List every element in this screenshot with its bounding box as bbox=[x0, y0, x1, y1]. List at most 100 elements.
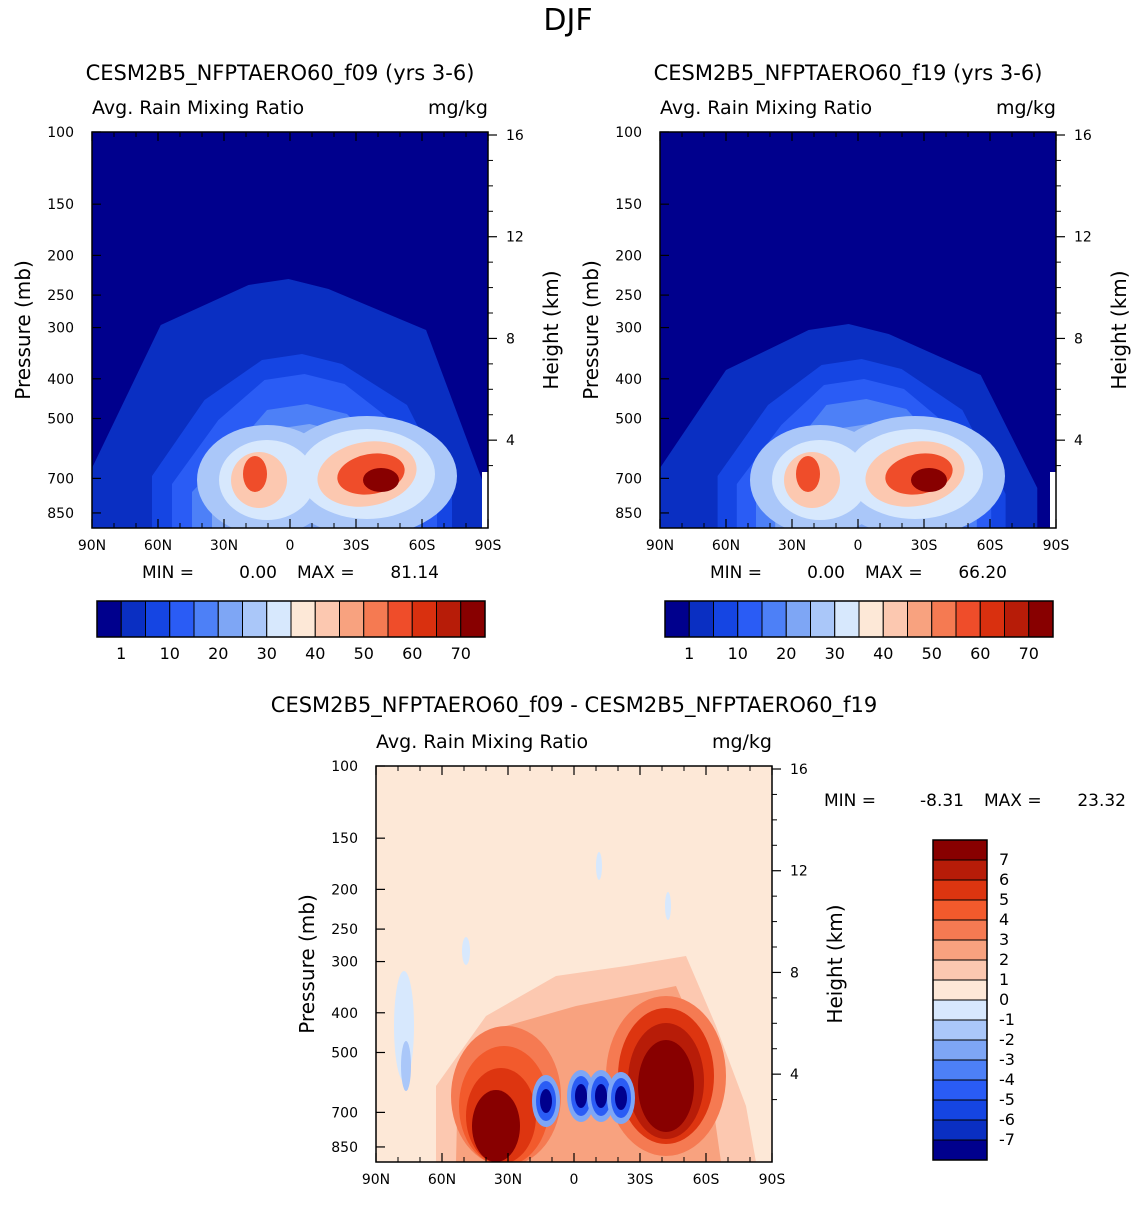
terrain-mask bbox=[1050, 472, 1056, 528]
units-label: mg/kg bbox=[428, 97, 488, 119]
x-tick-label: 30N bbox=[210, 538, 238, 554]
field-name: Avg. Rain Mixing Ratio bbox=[92, 97, 304, 119]
colorbar-box bbox=[932, 1119, 988, 1141]
colorbar-box bbox=[785, 600, 811, 638]
y-tick-label: 400 bbox=[331, 1006, 358, 1022]
y2-tick-label: 12 bbox=[1074, 230, 1092, 246]
x-tick-label: 90N bbox=[78, 538, 106, 554]
colorbar-box bbox=[460, 600, 486, 638]
colorbar-label: 40 bbox=[873, 644, 893, 663]
neg-patch-2 bbox=[596, 852, 602, 880]
colorbar-label: -5 bbox=[999, 1090, 1015, 1109]
y-tick-label: 250 bbox=[47, 288, 74, 304]
colorbar-label: -1 bbox=[999, 1010, 1015, 1029]
colorbar-box bbox=[932, 859, 988, 881]
max-value: 23.32 bbox=[1077, 791, 1126, 811]
colorbar-box bbox=[664, 600, 690, 638]
colorbar-box bbox=[932, 1059, 988, 1081]
colorbar-f09: 1 10 20 30 40 50 60 70 bbox=[96, 600, 486, 663]
colorbar-box bbox=[932, 1019, 988, 1041]
y-tick-label: 150 bbox=[331, 831, 358, 847]
colorbar-box bbox=[858, 600, 884, 638]
y2-axis-label: Height (km) bbox=[539, 270, 563, 389]
neg-cell-3-c bbox=[615, 1086, 627, 1110]
min-label: MIN = bbox=[824, 791, 876, 811]
panel-f19: 90N 60N 30N 0 30S 60S 90S 100 150 200 250 300 400 500… bbox=[579, 61, 1131, 583]
colorbar-label: 40 bbox=[305, 644, 325, 663]
colorbar-label: 50 bbox=[354, 644, 374, 663]
y2-tick-label: 4 bbox=[506, 433, 515, 449]
max-value: 81.14 bbox=[390, 563, 439, 583]
colorbar-label: 30 bbox=[825, 644, 845, 663]
y-tick-label: 400 bbox=[47, 372, 74, 388]
colorbar-label: -2 bbox=[999, 1030, 1015, 1049]
y2-axis-label: Height (km) bbox=[1107, 270, 1131, 389]
y-tick-label: 250 bbox=[331, 922, 358, 938]
y-tick-label: 400 bbox=[615, 372, 642, 388]
colorbar-box bbox=[979, 600, 1005, 638]
colorbar-box bbox=[932, 1139, 988, 1161]
colorbar-box bbox=[387, 600, 413, 638]
panel-title: CESM2B5_NFPTAERO60_f19 (yrs 3-6) bbox=[654, 61, 1043, 86]
north-max-band-12 bbox=[796, 456, 820, 492]
y2-tick-label: 4 bbox=[1074, 433, 1083, 449]
terrain-mask bbox=[482, 472, 488, 528]
colorbar-box bbox=[932, 1079, 988, 1101]
colorbar-box bbox=[411, 600, 437, 638]
colorbar-box bbox=[932, 899, 988, 921]
y-axis-label: Pressure (mb) bbox=[579, 260, 603, 400]
colorbar-label: -4 bbox=[999, 1070, 1015, 1089]
y-tick-label: 500 bbox=[331, 1045, 358, 1061]
x-tick-label: 60S bbox=[693, 1172, 720, 1188]
colorbar-box bbox=[290, 600, 316, 638]
y-tick-label: 200 bbox=[615, 248, 642, 264]
x-tick-label: 30N bbox=[778, 538, 806, 554]
y-tick-label: 850 bbox=[331, 1140, 358, 1156]
y-tick-label: 100 bbox=[615, 125, 642, 141]
colorbar-box bbox=[145, 600, 171, 638]
y-tick-label: 100 bbox=[47, 125, 74, 141]
y-tick-label: 300 bbox=[47, 321, 74, 337]
y2-tick-label: 16 bbox=[506, 128, 524, 144]
max-label: MAX = bbox=[865, 563, 923, 583]
field-layer bbox=[376, 766, 772, 1162]
min-value: 0.00 bbox=[239, 563, 277, 583]
y-tick-label: 300 bbox=[331, 955, 358, 971]
x-tick-label: 60N bbox=[712, 538, 740, 554]
colorbar-label: 3 bbox=[999, 930, 1009, 949]
min-label: MIN = bbox=[710, 563, 762, 583]
panel-title: CESM2B5_NFPTAERO60_f09 (yrs 3-6) bbox=[86, 61, 475, 86]
y2-tick-label: 16 bbox=[1074, 128, 1092, 144]
colorbar-box bbox=[169, 600, 195, 638]
colorbar-label: 4 bbox=[999, 910, 1009, 929]
field-name: Avg. Rain Mixing Ratio bbox=[660, 97, 872, 119]
pos-core-s bbox=[638, 1040, 694, 1132]
colorbar-box bbox=[761, 600, 787, 638]
min-value: -8.31 bbox=[920, 791, 964, 811]
y-tick-label: 100 bbox=[331, 759, 358, 775]
field-layer bbox=[660, 132, 1056, 528]
colorbar-label: 70 bbox=[451, 644, 471, 663]
x-tick-label: 60S bbox=[977, 538, 1004, 554]
colorbar-label: 20 bbox=[776, 644, 796, 663]
colorbar-box bbox=[217, 600, 243, 638]
colorbar-box bbox=[193, 600, 219, 638]
colorbar-label: 1 bbox=[999, 970, 1009, 989]
x-tick-label: 30S bbox=[343, 538, 370, 554]
y2-tick-label: 8 bbox=[1074, 331, 1083, 347]
colorbar-box bbox=[314, 600, 340, 638]
y-tick-label: 250 bbox=[615, 288, 642, 304]
x-tick-label: 60N bbox=[144, 538, 172, 554]
max-label: MAX = bbox=[297, 563, 355, 583]
colorbar-box bbox=[339, 600, 365, 638]
colorbar-label: 6 bbox=[999, 870, 1009, 889]
south-max-core bbox=[911, 468, 947, 492]
x-tick-label: 0 bbox=[570, 1172, 579, 1188]
max-label: MAX = bbox=[984, 791, 1042, 811]
colorbar-box bbox=[932, 879, 988, 901]
season-title: DJF bbox=[543, 3, 592, 38]
neg-cell-1-c bbox=[575, 1084, 587, 1108]
units-label: mg/kg bbox=[996, 97, 1056, 119]
colorbar-box bbox=[955, 600, 981, 638]
